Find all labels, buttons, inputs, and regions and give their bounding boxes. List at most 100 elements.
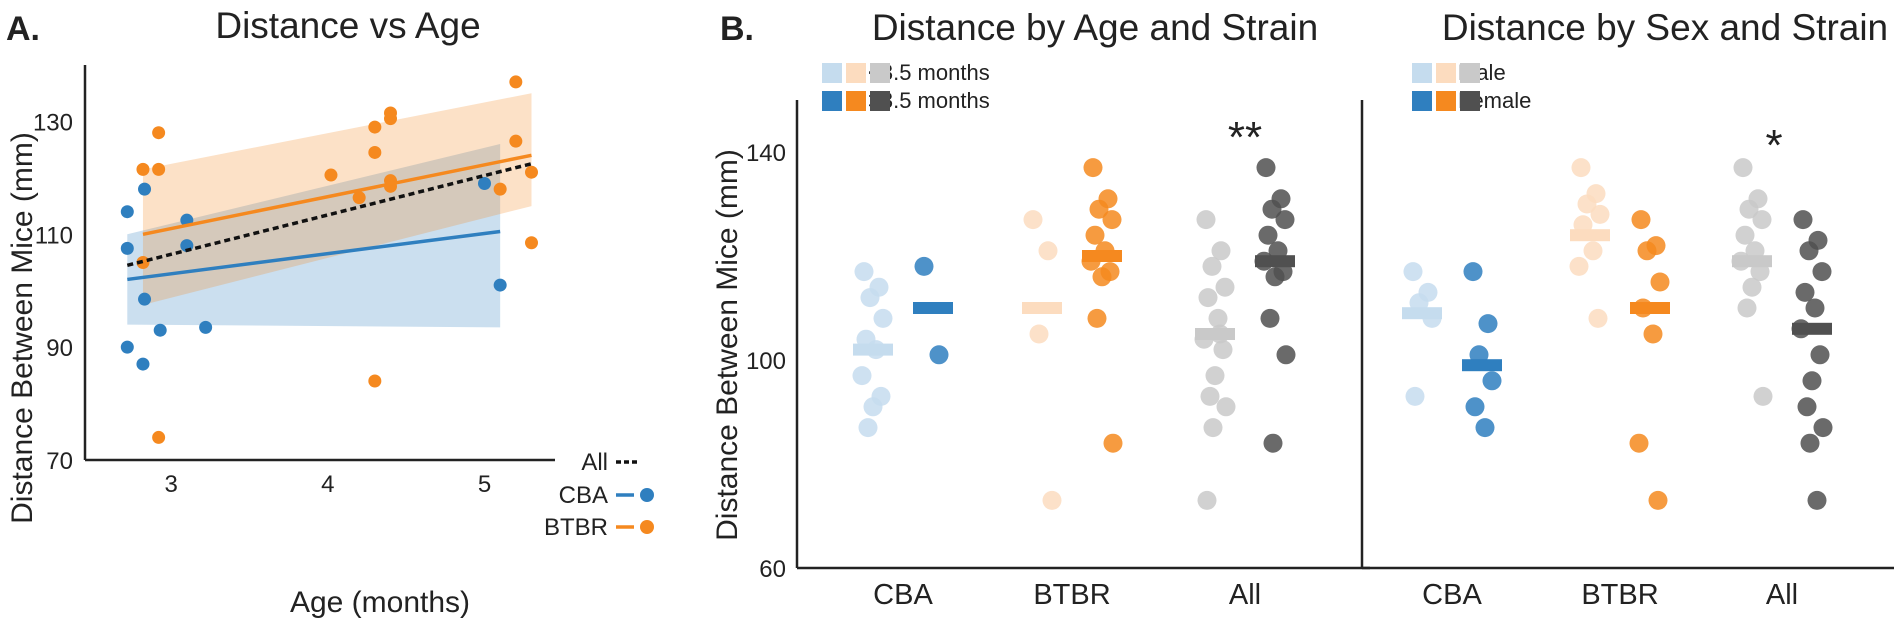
point-b2-btbr-1-3	[1650, 272, 1670, 292]
point-a-btbr-15	[509, 75, 523, 89]
point-b1-cba-0-8	[863, 397, 883, 417]
point-b2-all-1-4	[1795, 282, 1815, 302]
mean-bar-b2-all-0	[1732, 255, 1772, 268]
point-b1-all-1-8	[1265, 267, 1285, 287]
point-b1-btbr-1-9	[1087, 308, 1107, 328]
point-a-cba-9	[199, 320, 213, 334]
point-b2-all-1-9	[1797, 397, 1817, 417]
mean-bar-b1-cba-1	[913, 302, 953, 314]
tick-b2-btbr: BTBR	[1581, 579, 1658, 611]
point-b1-btbr-1-10	[1103, 433, 1123, 453]
tick-a-y-90: 90	[46, 335, 73, 362]
point-b2-btbr-1-6	[1629, 433, 1649, 453]
mean-bar-b1-all-0	[1195, 328, 1235, 340]
point-b2-all-0-3	[1752, 210, 1772, 230]
point-b1-all-0-11	[1203, 418, 1223, 438]
legend-b2-swatch-cba-0	[1412, 63, 1432, 83]
point-b1-all-0-10	[1216, 397, 1236, 417]
legend-b2-swatch-cba-1	[1412, 91, 1432, 111]
panel-label-b: B.	[720, 10, 754, 48]
legend-b2-swatch-btbr-0	[1436, 63, 1456, 83]
point-b2-all-0-9	[1737, 298, 1757, 318]
point-b1-all-1-11	[1263, 433, 1283, 453]
panel-label-a: A.	[6, 10, 40, 48]
mean-bar-b2-btbr-0	[1570, 229, 1610, 242]
point-b2-all-1-7	[1810, 345, 1830, 365]
point-b1-btbr-0-3	[1042, 490, 1062, 510]
mean-bar-b1-all-1	[1255, 255, 1295, 268]
chart-b1-title: Distance by Age and Strain	[872, 7, 1318, 48]
point-b2-btbr-0-2	[1577, 194, 1597, 214]
point-b1-all-1-3	[1275, 210, 1295, 230]
point-b1-all-0-13	[1197, 490, 1217, 510]
point-b2-all-1-10	[1813, 418, 1833, 438]
legend-b2-swatch-all-1	[1460, 91, 1480, 111]
point-b2-btbr-1-5	[1643, 324, 1663, 344]
point-b2-all-1-3	[1812, 262, 1832, 282]
point-b1-all-1-10	[1276, 345, 1296, 365]
point-b1-all-0-7	[1213, 340, 1233, 360]
point-b1-btbr-0-1	[1038, 241, 1058, 261]
point-a-cba-1	[120, 241, 134, 255]
point-a-btbr-0	[136, 162, 150, 176]
point-b1-all-1-9	[1260, 308, 1280, 328]
significance-b2-all: *	[1765, 121, 1782, 170]
point-b1-cba-0-6	[852, 366, 872, 386]
point-b1-btbr-1-0	[1083, 158, 1103, 178]
point-b2-btbr-0-0	[1571, 158, 1591, 178]
mean-bar-b1-btbr-1	[1082, 250, 1122, 262]
legend-a-btbr-label: BTBR	[544, 514, 608, 541]
point-a-btbr-8	[368, 145, 382, 159]
legend-a-cba-label: CBA	[559, 482, 608, 509]
tick-a-y-70: 70	[46, 448, 73, 475]
point-b2-all-0-8	[1742, 277, 1762, 297]
point-b2-btbr-1-2	[1637, 241, 1657, 261]
point-a-cba-5	[138, 292, 152, 306]
mean-bar-b1-cba-0	[853, 343, 893, 356]
point-a-btbr-18	[525, 236, 538, 250]
legend-b1-swatch-btbr-0	[846, 63, 866, 83]
point-b1-all-0-8	[1205, 366, 1225, 386]
mean-bar-b2-btbr-1	[1630, 302, 1670, 314]
tick-a-x-4: 4	[321, 471, 334, 498]
point-a-cba-6	[153, 323, 167, 337]
point-b1-btbr-0-2	[1029, 324, 1049, 344]
legend-a-all-label: All	[581, 449, 608, 476]
point-b1-all-1-2	[1262, 199, 1282, 219]
chart-b1-ylabel: Distance Between Mice (mm)	[711, 149, 744, 541]
point-a-btbr-16	[509, 134, 523, 148]
tick-a-y-130: 130	[33, 109, 73, 136]
legend-b1-swatch-cba-0	[822, 63, 842, 83]
point-b2-btbr-0-5	[1583, 241, 1603, 261]
point-b2-all-0-4	[1735, 225, 1755, 245]
point-a-cba-4	[138, 182, 152, 196]
mean-bar-b2-cba-0	[1402, 307, 1442, 320]
point-a-btbr-11	[384, 112, 397, 126]
chart-a-ylabel: Distance Between Mice (mm)	[6, 132, 39, 524]
point-b1-btbr-1-3	[1102, 210, 1122, 230]
ci-band-cba	[127, 144, 501, 328]
point-a-btbr-6	[352, 191, 366, 205]
point-b1-cba-1-1	[929, 345, 949, 365]
point-b2-cba-0-4	[1405, 386, 1425, 406]
tick-a-y-110: 110	[35, 222, 73, 249]
tick-b1-cba: CBA	[873, 579, 933, 611]
point-a-cba-11	[493, 278, 507, 292]
significance-b1-all: **	[1228, 113, 1262, 162]
legend-b2-swatch-all-0	[1460, 63, 1480, 83]
point-b2-cba-1-5	[1475, 418, 1495, 438]
point-b1-cba-1-0	[914, 256, 934, 276]
legend-b1-swatch-all-0	[870, 63, 890, 83]
point-a-cba-0	[120, 205, 134, 219]
point-b2-cba-1-1	[1478, 314, 1498, 334]
tick-b1-all: All	[1229, 579, 1261, 611]
chart-a-xlabel: Age (months)	[290, 586, 470, 619]
tick-b2-all: All	[1766, 579, 1798, 611]
point-b1-all-1-4	[1258, 225, 1278, 245]
point-b1-btbr-1-4	[1085, 225, 1105, 245]
legend-a-btbr-dot	[640, 520, 654, 534]
point-b2-cba-1-0	[1463, 262, 1483, 282]
point-b2-all-1-0	[1793, 210, 1813, 230]
point-b1-btbr-1-8	[1092, 267, 1112, 287]
